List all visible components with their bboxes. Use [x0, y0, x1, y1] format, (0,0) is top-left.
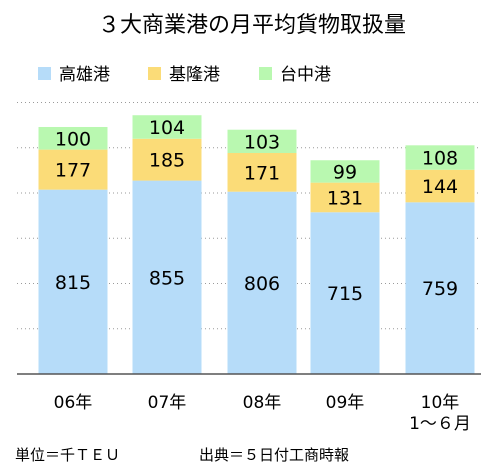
x-tick-sublabel: 1〜６月 — [409, 414, 471, 434]
x-tick-label: 08年 — [243, 393, 282, 413]
bar-segment — [310, 212, 380, 374]
legend-swatch — [259, 67, 272, 80]
data-label: 99 — [333, 161, 357, 183]
bars — [38, 115, 475, 374]
bar-segment — [405, 169, 475, 203]
bar-segment — [405, 145, 475, 170]
source-note: 出典＝５日付工商時報 — [199, 446, 349, 464]
data-label: 171 — [244, 162, 280, 184]
bar-segment — [310, 160, 380, 183]
bar-segment — [38, 149, 108, 190]
x-tick-label: 10年 — [421, 393, 460, 413]
bar-segment — [227, 191, 297, 374]
chart-title: ３大商業港の月平均貨物取扱量 — [98, 13, 406, 38]
data-label: 104 — [149, 117, 185, 139]
bar-segment — [132, 180, 202, 374]
bar-segment — [405, 202, 475, 374]
data-label: 759 — [422, 278, 458, 300]
unit-note: 単位＝千ＴＥＵ — [15, 446, 120, 464]
bar-segment — [38, 189, 108, 374]
bar-segment — [227, 153, 297, 192]
data-labels: 815 177 100 855 185 104 806 171 103 715 131 99 759 14… — [55, 117, 458, 305]
bar-segment — [227, 129, 297, 154]
bar-segment — [132, 115, 202, 139]
data-label: 715 — [327, 283, 363, 305]
legend-label: 高雄港 — [59, 65, 110, 85]
x-tick-label: 09年 — [326, 393, 365, 413]
bar-segment — [310, 182, 380, 213]
data-label: 103 — [244, 131, 280, 153]
legend-label: 台中港 — [280, 65, 331, 85]
x-tick-label: 06年 — [54, 393, 93, 413]
data-label: 806 — [244, 273, 280, 295]
x-tick-label: 07年 — [148, 393, 187, 413]
data-label: 185 — [149, 150, 185, 172]
data-label: 108 — [422, 148, 458, 170]
legend-swatch — [148, 67, 161, 80]
data-label: 177 — [55, 160, 91, 182]
bar-segment — [132, 138, 202, 181]
bar-segment — [38, 126, 108, 150]
data-label: 100 — [55, 128, 91, 150]
data-label: 815 — [55, 272, 91, 294]
data-label: 855 — [149, 267, 185, 289]
legend-label: 基隆港 — [169, 65, 220, 85]
legend-swatch — [38, 67, 51, 80]
legend: 高雄港 基隆港 台中港 — [38, 65, 331, 85]
data-label: 131 — [327, 187, 363, 209]
data-label: 144 — [422, 176, 458, 198]
